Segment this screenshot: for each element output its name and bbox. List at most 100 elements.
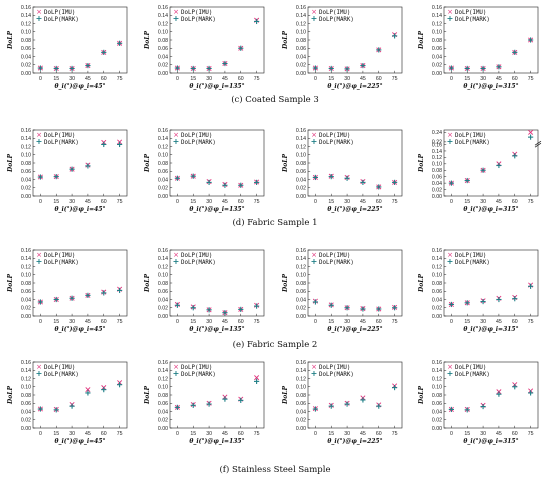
y-tick-label: 0.16 [21, 128, 31, 134]
y-tick-label: 0.06 [432, 46, 442, 52]
y-tick-label: 0.02 [296, 306, 306, 312]
x-tick-label: 15 [190, 76, 196, 82]
x-axis-label: θ_i(°)@φ_i=225° [327, 438, 382, 445]
data-point-mark [496, 391, 502, 397]
y-tick-label: 0.04 [21, 409, 31, 415]
x-tick-label: 0 [39, 431, 42, 437]
legend-imu-marker: × [447, 8, 453, 16]
x-tick-label: 30 [69, 431, 75, 437]
y-tick-label: 0.06 [158, 46, 168, 52]
x-tick-label: 45 [85, 319, 91, 325]
x-tick-label: 15 [328, 431, 334, 437]
x-tick-label: 0 [176, 76, 179, 82]
x-tick-label: 60 [512, 319, 518, 325]
legend-mark-label: DoLP(MARK) [181, 17, 216, 23]
legend-mark-label: DoLP(MARK) [455, 17, 490, 23]
data-point-mark [448, 65, 454, 71]
data-point-mark [101, 49, 107, 55]
y-tick-label: 0.10 [158, 30, 168, 36]
data-point-mark [464, 177, 470, 184]
legend-mark-label: DoLP(MARK) [181, 140, 216, 146]
y-tick-label: 0.04 [158, 409, 168, 415]
data-point-mark [53, 65, 59, 72]
y-axis-label: DoLP [144, 31, 151, 50]
y-tick-label: 0.08 [21, 38, 31, 44]
data-point-mark [480, 167, 486, 173]
y-tick-label: 0.14 [296, 136, 306, 142]
y-tick-label: 0.00 [21, 314, 31, 320]
legend-mark-marker: + [36, 369, 43, 378]
x-tick-label: 30 [344, 431, 350, 437]
x-tick-label: 60 [376, 431, 382, 437]
y-tick-label: 0.16 [158, 128, 168, 134]
x-tick-label: 60 [238, 431, 244, 437]
data-point-mark [512, 49, 518, 55]
data-point-mark [344, 66, 350, 72]
data-point-mark [206, 307, 212, 313]
data-point-mark [117, 382, 123, 388]
figure-caption: (e) Fabric Sample 2 [233, 339, 318, 350]
data-point-mark [464, 300, 470, 306]
y-tick-label: 0.08 [158, 38, 168, 44]
y-tick-label: 0.06 [21, 46, 31, 52]
y-tick-label: 0.12 [432, 155, 442, 161]
data-point-mark [174, 302, 180, 308]
data-point-mark [312, 174, 318, 181]
legend-imu-marker: × [173, 363, 179, 371]
legend-mark-marker: + [311, 257, 318, 266]
legend-mark-label: DoLP(MARK) [44, 260, 79, 266]
y-tick-label: 0.08 [21, 393, 31, 399]
data-point-mark [480, 298, 486, 305]
y-tick-label: 0.14 [21, 13, 31, 19]
legend-imu-marker: × [311, 8, 317, 16]
x-tick-label: 15 [53, 199, 59, 205]
legend-mark-marker: + [36, 257, 43, 266]
x-tick-label: 75 [117, 199, 123, 205]
x-tick-label: 0 [176, 199, 179, 205]
data-point-mark [53, 407, 59, 413]
data-point-mark [496, 64, 502, 70]
y-axis-label: DoLP [282, 274, 289, 293]
y-axis-label: DoLP [418, 386, 425, 405]
x-axis-label: θ_i(°)@φ_i=135° [189, 438, 244, 445]
x-axis-label: θ_i(°)@φ_i=225° [327, 206, 382, 213]
x-tick-label: 15 [53, 431, 59, 437]
data-point-mark [37, 65, 43, 71]
y-tick-label: 0.02 [21, 63, 31, 69]
y-tick-label: 0.02 [296, 63, 306, 69]
x-axis-label: θ_i(°)@φ_i=135° [189, 83, 244, 90]
data-point-mark [312, 299, 318, 305]
x-tick-label: 0 [314, 431, 317, 437]
x-tick-label: 60 [512, 431, 518, 437]
y-tick-label: 0.02 [296, 418, 306, 424]
data-point-mark [528, 134, 534, 140]
data-point-mark [254, 378, 260, 384]
x-tick-label: 15 [464, 319, 470, 325]
legend-mark-marker: + [36, 14, 43, 23]
x-tick-label: 30 [480, 199, 486, 205]
y-tick-label: 0.08 [158, 281, 168, 287]
y-tick-label: 0.16 [21, 5, 31, 11]
chart-panel-6: 0.00 0.02 0.04 0.06 0.08 0.10 0.12 0.14 0.16 0 15 3… [144, 128, 265, 213]
legend-mark-label: DoLP(MARK) [455, 140, 490, 146]
y-tick-label: 0.12 [158, 376, 168, 382]
y-tick-label: 0.08 [296, 38, 306, 44]
figure-caption: (f) Stainless Steel Sample [219, 464, 330, 475]
data-point-mark [448, 406, 454, 413]
x-tick-label: 0 [39, 319, 42, 325]
y-axis-label: DoLP [144, 274, 151, 293]
y-tick-label: 0.16 [432, 5, 442, 11]
data-point-mark [190, 173, 196, 179]
chart-panel-5: 0.00 0.02 0.04 0.06 0.08 0.10 0.12 0.14 0.16 0 15 3… [7, 128, 128, 213]
y-tick-label: 0.12 [21, 376, 31, 382]
y-axis-label: DoLP [282, 31, 289, 50]
y-axis-label: DoLP [282, 154, 289, 173]
y-axis-label: DoLP [144, 154, 151, 173]
data-point-mark [392, 179, 398, 185]
x-tick-label: 0 [314, 199, 317, 205]
y-tick-label: 0.10 [21, 30, 31, 36]
y-tick-label: 0.06 [432, 174, 442, 180]
x-tick-label: 30 [344, 319, 350, 325]
legend-mark-label: DoLP(MARK) [181, 260, 216, 266]
y-tick-label: 0.16 [432, 360, 442, 366]
